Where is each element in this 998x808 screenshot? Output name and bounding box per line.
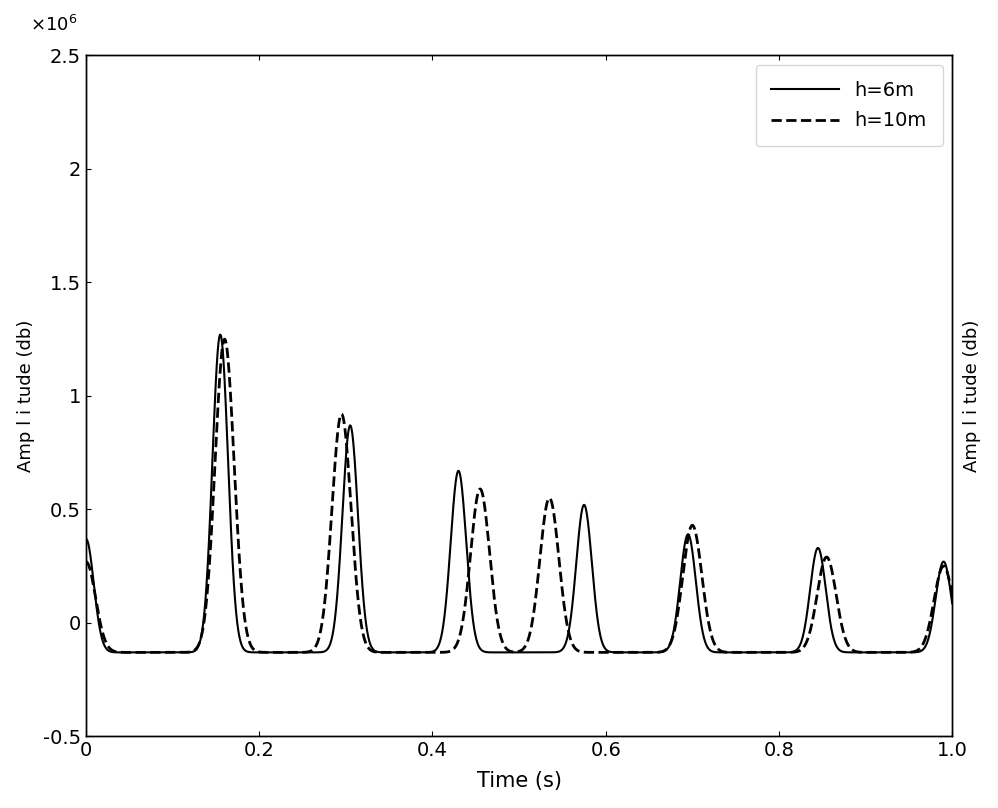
- h=10m: [701, 604, 713, 614]
- Y-axis label: Amp l i tude (db): Amp l i tude (db): [17, 320, 35, 472]
- h=10m: [490, 605, 502, 615]
- h=10m: [615, 647, 627, 657]
- h=6m: [80, 534, 92, 544]
- h=6m: [296, 647, 308, 657]
- Legend: h=6m, h=10m: h=6m, h=10m: [755, 65, 942, 146]
- h=6m: [147, 647, 159, 657]
- h=10m: [219, 335, 231, 344]
- h=10m: [890, 647, 902, 657]
- h=10m: [636, 647, 648, 657]
- Line: h=6m: h=6m: [86, 335, 952, 652]
- Line: h=10m: h=10m: [86, 339, 952, 652]
- Y-axis label: Amp l i tude (db): Amp l i tude (db): [963, 320, 981, 472]
- X-axis label: Time (s): Time (s): [477, 772, 562, 791]
- h=6m: [215, 330, 227, 339]
- h=10m: [604, 647, 616, 657]
- h=10m: [946, 591, 958, 600]
- h=6m: [890, 647, 902, 657]
- h=10m: [80, 557, 92, 566]
- h=6m: [490, 647, 502, 657]
- h=6m: [946, 599, 958, 608]
- h=6m: [636, 647, 648, 657]
- h=6m: [701, 640, 713, 650]
- h=6m: [604, 647, 616, 657]
- h=10m: [296, 647, 308, 657]
- Text: $\times 10^6$: $\times 10^6$: [30, 15, 77, 35]
